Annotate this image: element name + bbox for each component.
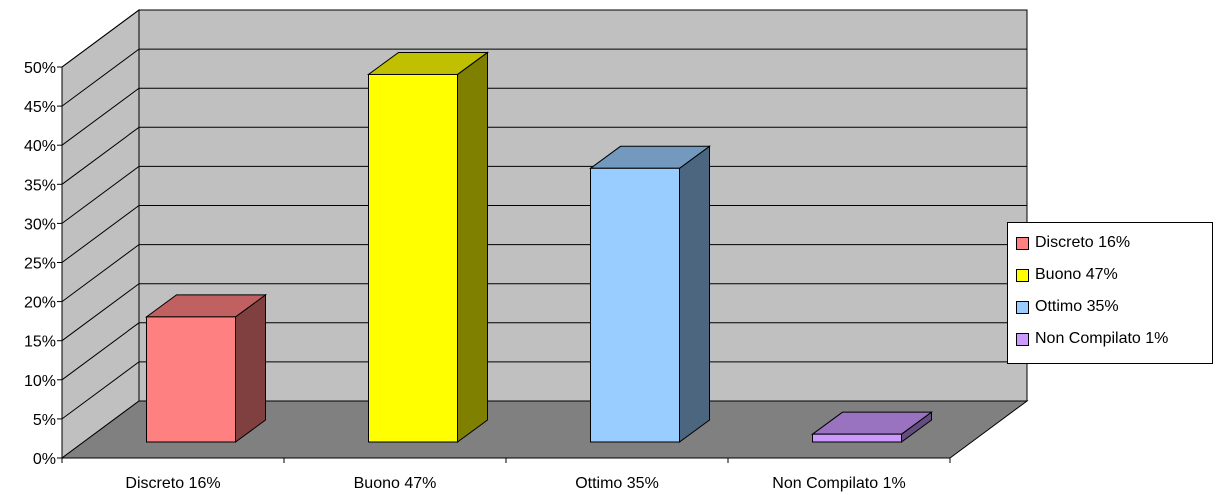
legend-label-discreto: Discreto 16%	[1035, 234, 1131, 251]
legend-swatch-ottimo	[1016, 300, 1029, 314]
y-tick-label: 0%	[33, 451, 56, 468]
gridline	[61, 322, 1027, 381]
legend-swatch-buono	[1016, 268, 1029, 282]
bar-4	[810, 411, 934, 443]
y-tick-label: 45%	[24, 99, 56, 116]
legend: Discreto 16% Buono 47% Ottimo 35% Non Co…	[1007, 222, 1213, 364]
bar-3	[588, 145, 712, 443]
bars	[144, 51, 934, 443]
legend-swatch-discreto	[1016, 236, 1029, 250]
y-tick-label: 50%	[24, 60, 56, 77]
y-tick-label: 30%	[24, 216, 56, 233]
bar-front	[812, 433, 902, 443]
bar-side	[679, 145, 710, 443]
x-tick-label: Ottimo 35%	[575, 475, 659, 492]
bar-side	[457, 51, 488, 443]
x-tick-label: Discreto 16%	[125, 475, 220, 492]
gridline	[61, 48, 1027, 107]
y-tick-label: 10%	[24, 373, 56, 390]
legend-item-buono: Buono 47%	[1016, 265, 1118, 285]
x-axis-labels: Discreto 16% Buono 47% Ottimo 35% Non Compi…	[61, 458, 951, 492]
bar-front	[368, 73, 458, 443]
bar-side	[235, 293, 266, 443]
y-axis-ticks: 0% 5% 10% 15% 20% 25% 30% 35% 40% 45% 50%	[24, 60, 62, 468]
legend-label-non-compilato: Non Compilato 1%	[1035, 330, 1169, 347]
bar-2	[366, 51, 490, 443]
legend-label-buono: Buono 47%	[1035, 266, 1118, 283]
legend-item-discreto: Discreto 16%	[1016, 233, 1130, 253]
y-tick-label: 40%	[24, 138, 56, 155]
legend-swatch-non-compilato	[1016, 332, 1029, 346]
bar-1	[144, 293, 268, 443]
gridline	[61, 126, 1027, 185]
chart-walls	[60, 9, 1029, 459]
y-tick-label: 35%	[24, 177, 56, 194]
y-tick-label: 5%	[33, 412, 56, 429]
bar-front	[146, 316, 236, 443]
gridline	[61, 205, 1027, 263]
legend-item-non-compilato: Non Compilato 1%	[1016, 329, 1168, 349]
legend-item-ottimo: Ottimo 35%	[1016, 297, 1119, 317]
legend-label-ottimo: Ottimo 35%	[1035, 298, 1119, 315]
y-tick-label: 15%	[24, 334, 56, 351]
x-tick-label: Buono 47%	[354, 475, 437, 492]
y-tick-label: 20%	[24, 295, 56, 312]
y-tick-label: 25%	[24, 256, 56, 273]
gridline	[61, 165, 1027, 224]
gridline	[61, 87, 1027, 146]
gridlines	[61, 9, 1027, 420]
gridline	[61, 244, 1027, 303]
gridline	[61, 283, 1027, 342]
x-tick-label: Non Compilato 1%	[772, 475, 905, 492]
bar-front	[590, 167, 680, 443]
gridline	[61, 9, 1027, 68]
gridline	[61, 361, 1027, 420]
